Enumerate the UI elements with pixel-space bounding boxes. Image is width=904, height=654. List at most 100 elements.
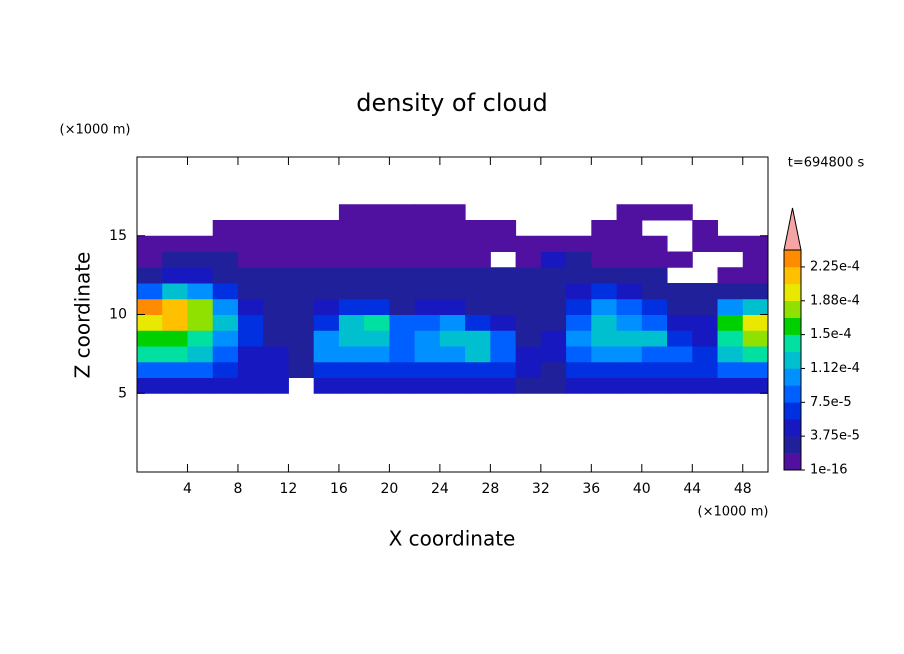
contour-cell [414,298,441,315]
contour-cell [490,377,517,394]
contour-cell [641,361,668,378]
contour-cell [389,346,416,363]
contour-cell [742,330,769,347]
contour-cell [137,298,163,315]
contour-cell [490,314,517,331]
y-tick-label: 15 [109,228,127,244]
contour-cell [389,298,416,315]
contour-cell [313,283,340,300]
colorbar-band [784,368,801,386]
contour-cell [288,235,315,252]
contour-cell [742,251,769,268]
contour-cell [338,235,365,252]
contour-cell [162,235,188,252]
contour-cell [641,346,668,363]
contour-cell [338,251,365,268]
colorbar-band [784,317,801,335]
contour-cell [414,346,441,363]
contour-cell [187,251,214,268]
contour-cell [338,361,365,378]
contour-cell [313,361,340,378]
contour-cell [515,298,542,315]
contour-cell [364,283,390,300]
contour-cell [616,314,643,331]
contour-cell [616,267,643,284]
contour-cell [692,314,719,331]
contour-cell [187,267,214,284]
contour-cell [465,298,491,315]
x-tick-label: 40 [633,481,651,497]
contour-cell [414,235,441,252]
contour-cell [439,251,466,268]
contour-cell [288,251,315,268]
contour-cell [742,235,769,252]
contour-cell [717,298,744,315]
contour-cell [162,298,188,315]
contour-cell [465,283,491,300]
contour-cell [616,361,643,378]
contour-cell [591,377,618,394]
contour-cell [641,314,668,331]
contour-cell [692,235,719,252]
contour-cell [540,346,567,363]
y-axis-label: Z coordinate [71,252,95,379]
contour-cell [237,267,264,284]
contour-cell [515,330,542,347]
contour-cell [515,267,542,284]
contour-cell [364,377,390,394]
contour-cell [515,361,542,378]
contour-cell [137,346,163,363]
chart-title: density of cloud [356,89,547,117]
contour-cell [742,377,769,394]
annotation: t=694800 s [788,156,865,171]
contour-cell [490,361,517,378]
contour-cell [490,330,517,347]
contour-cell [389,204,416,221]
contour-cell [591,361,618,378]
x-tick-label: 24 [431,481,449,497]
contour-cell [616,283,643,300]
contour-cell [187,235,214,252]
contour-cell [591,267,618,284]
contour-cell [338,220,365,237]
contour-cell [187,298,214,315]
contour-cell [137,283,163,300]
contour-cell [389,330,416,347]
contour-cell [313,267,340,284]
contour-cell [616,377,643,394]
contour-cell [389,283,416,300]
contour-cell [465,330,491,347]
contour-cell [540,330,567,347]
contour-cell [338,267,365,284]
contour-cell [137,314,163,331]
contour-cell [288,267,315,284]
y-tick-label: 5 [118,385,127,401]
y-tick-label: 10 [109,307,127,323]
colorbar-band [784,300,801,318]
contour-cell [742,298,769,315]
contour-cell [288,346,315,363]
colorbar-band [784,402,801,420]
contour-cell [641,251,668,268]
contour-cell [566,235,592,252]
contour-cell [540,377,567,394]
contour-cell [591,220,618,237]
contour-cell [364,314,390,331]
contour-cell [515,314,542,331]
contour-cell [439,314,466,331]
colorbar-frame [783,249,802,471]
contour-cell [414,377,441,394]
contour-cell [212,346,239,363]
colorbar-tick-label: 1e-16 [810,463,848,478]
contour-cell [566,377,592,394]
contour-cell [490,283,517,300]
contour-cell [338,283,365,300]
contour-cell [212,298,239,315]
colorbar-tick-label: 1.12e-4 [810,361,860,376]
colorbar-band [784,419,801,437]
contour-cell [187,314,214,331]
contour-cell [137,330,163,347]
contour-cell [263,298,289,315]
contour-cell [313,314,340,331]
